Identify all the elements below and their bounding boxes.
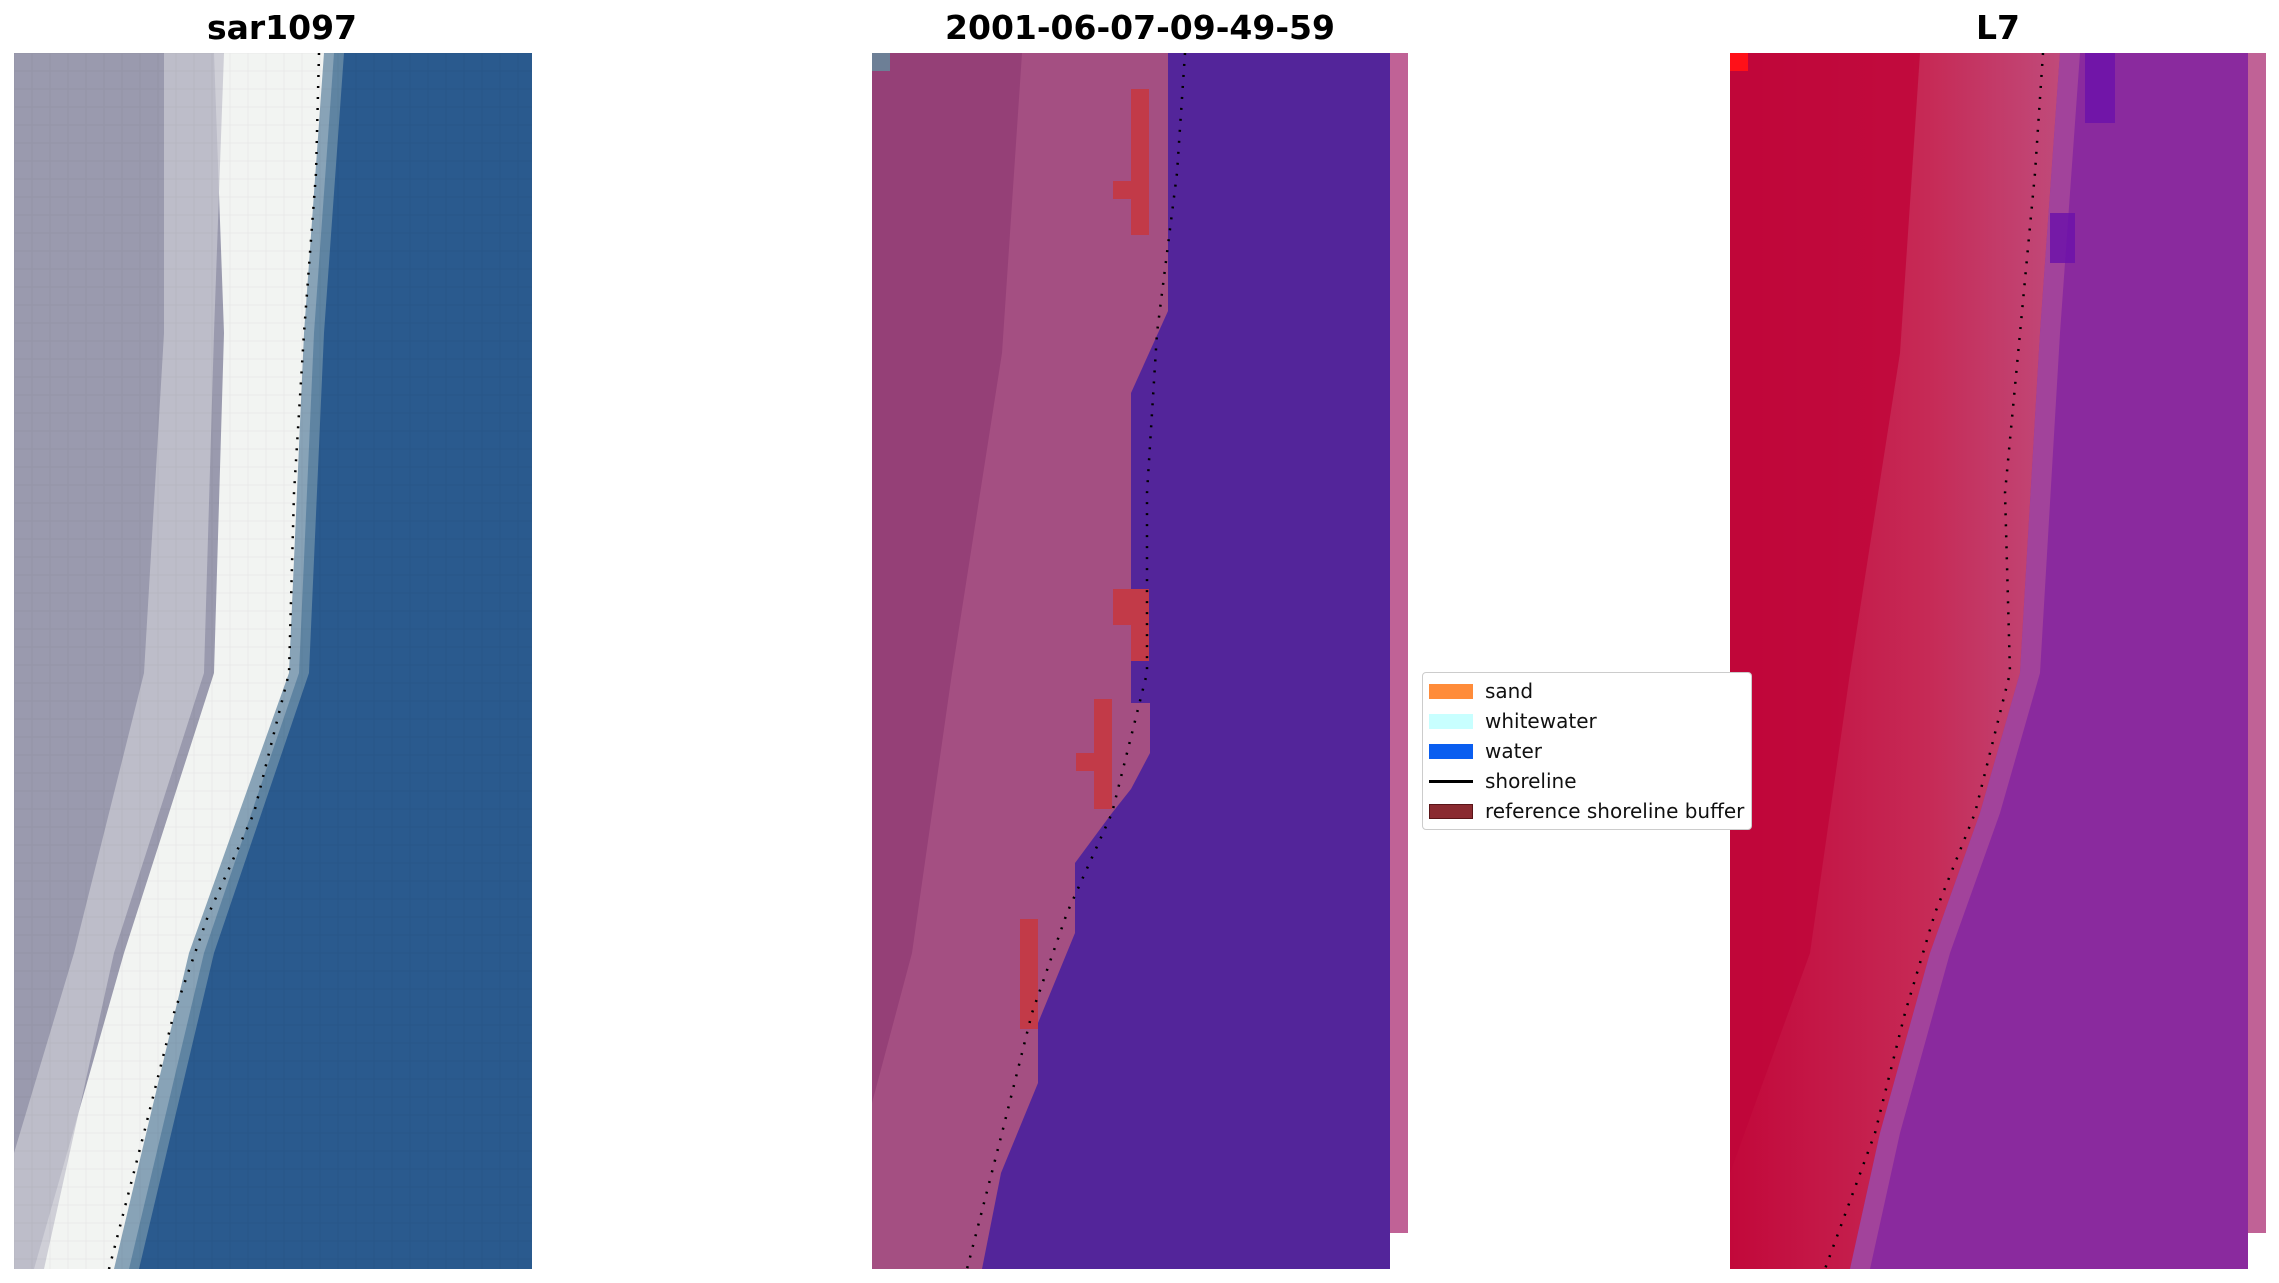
legend: sand whitewater water shoreline referenc…	[1422, 672, 1752, 830]
classification-image	[872, 53, 1408, 1269]
legend-item-whitewater: whitewater	[1423, 706, 1751, 736]
shoreline-line	[1823, 53, 2045, 1269]
legend-label: whitewater	[1485, 709, 1597, 733]
classification-panel	[872, 53, 1408, 1269]
sand-swatch	[1429, 684, 1473, 699]
panel-title-rgb: sar1097	[206, 8, 358, 47]
legend-label: shoreline	[1485, 769, 1577, 793]
legend-label: sand	[1485, 679, 1534, 703]
legend-item-sand: sand	[1423, 676, 1751, 706]
ndwi-panel	[1730, 53, 2266, 1269]
shoreline-swatch	[1429, 780, 1473, 783]
buffer-hit	[1131, 89, 1149, 235]
shoreline-line	[965, 53, 1187, 1269]
panel-title-classification: 2001-06-07-09-49-59	[945, 8, 1335, 47]
rgb-image	[14, 53, 532, 1269]
buffer-swatch	[1429, 804, 1473, 819]
legend-item-reference-buffer: reference shoreline buffer	[1423, 796, 1751, 826]
ndwi-image	[1730, 53, 2266, 1269]
shoreline-line	[107, 53, 321, 1269]
legend-item-shoreline: shoreline	[1423, 766, 1751, 796]
whitewater-swatch	[1429, 714, 1473, 729]
legend-label: water	[1485, 739, 1542, 763]
legend-item-water: water	[1423, 736, 1751, 766]
water-swatch	[1429, 744, 1473, 759]
panel-title-ndwi: L7	[1976, 8, 2020, 47]
rgb-image-panel	[14, 53, 532, 1269]
legend-label: reference shoreline buffer	[1485, 799, 1745, 823]
